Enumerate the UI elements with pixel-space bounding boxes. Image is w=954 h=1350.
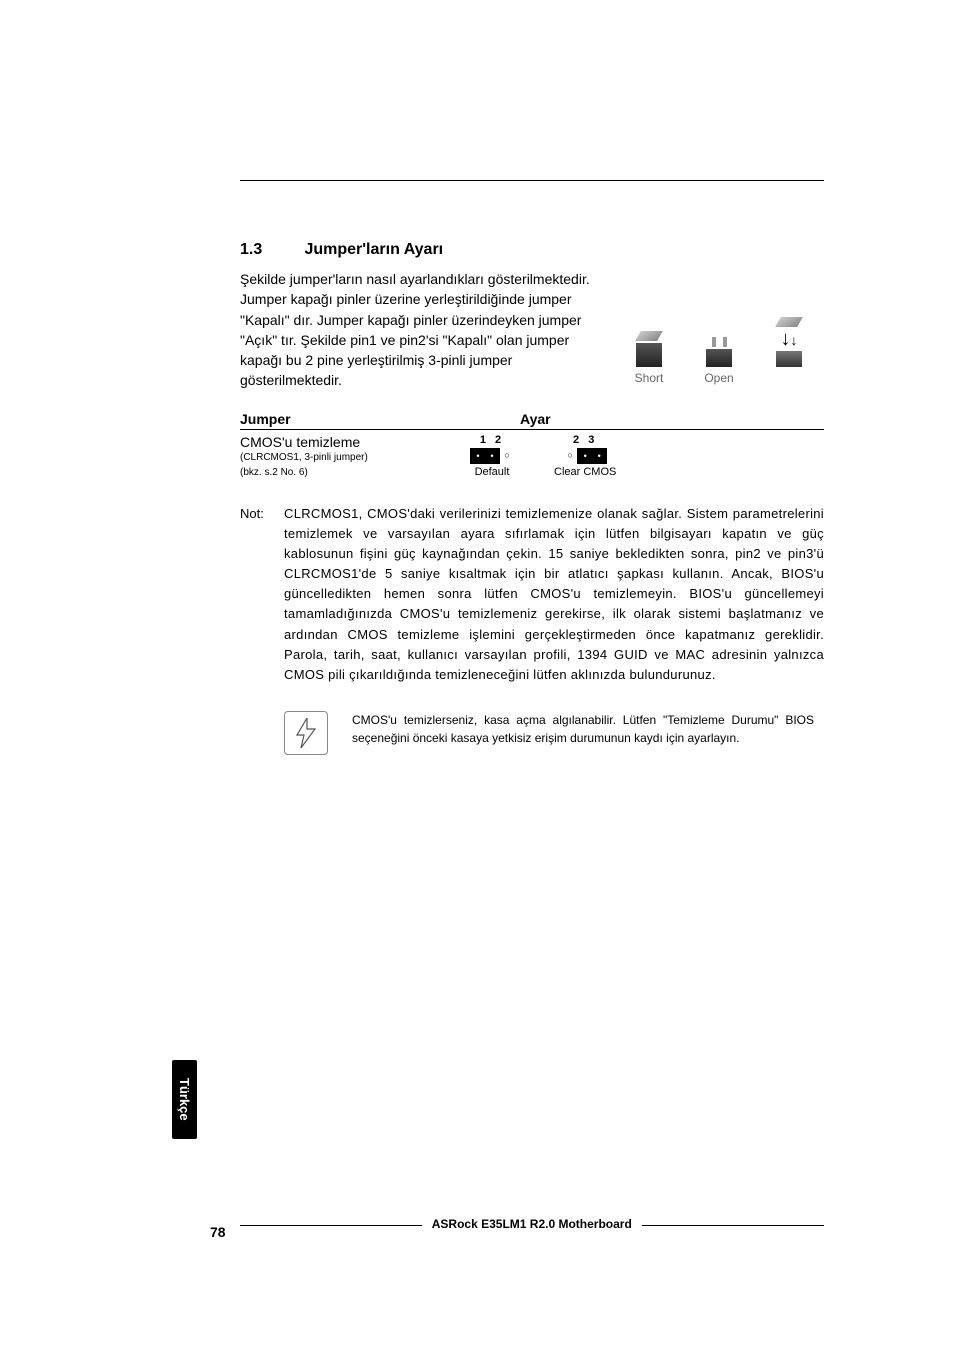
row-sub1: (CLRCMOS1, 3-pinli jumper) — [240, 450, 460, 465]
jumper-figure: Short Open ↓↓ — [614, 269, 824, 389]
jumper-arrow: ↓↓ — [769, 317, 809, 385]
table-header: Jumper Ayar — [240, 411, 824, 430]
pins-default-label: Default — [475, 466, 510, 478]
footer-text: ASRock E35LM1 R2.0 Motherboard — [422, 1217, 642, 1231]
jumper-open-icon — [699, 317, 739, 367]
jumper-short-label: Short — [635, 371, 664, 385]
note-block: Not: CLRCMOS1, CMOS'daki verilerinizi te… — [240, 504, 824, 685]
td-right: 1 2 ••○ Default 2 3 ○•• Clear CMOS — [460, 434, 824, 478]
warning-block: CMOS'u temizlerseniz, kasa açma algılana… — [240, 711, 824, 755]
lightning-icon — [284, 711, 328, 755]
section-heading: 1.3 Jumper'ların Ayarı — [240, 241, 824, 259]
td-left: CMOS'u temizleme (CLRCMOS1, 3-pinli jump… — [240, 434, 460, 480]
top-rule — [240, 180, 824, 181]
row-name: CMOS'u temizleme — [240, 434, 460, 450]
pins-default-row: ••○ — [470, 448, 514, 464]
note-label: Not: — [240, 504, 284, 685]
row-sub2: (bkz. s.2 No. 6) — [240, 465, 460, 480]
pins-default-nums: 1 2 — [480, 434, 504, 446]
page-number: 78 — [210, 1224, 226, 1240]
footer: 78 ASRock E35LM1 R2.0 Motherboard — [210, 1224, 824, 1240]
section-title: Jumper'ların Ayarı — [304, 241, 443, 258]
jumper-short-icon — [629, 317, 669, 367]
table-row: CMOS'u temizleme (CLRCMOS1, 3-pinli jump… — [240, 430, 824, 480]
section-number: 1.3 — [240, 241, 300, 259]
intro-text: Şekilde jumper'ların nasıl ayarlandıklar… — [240, 269, 594, 391]
th-setting: Ayar — [460, 411, 824, 427]
jumper-short: Short — [629, 317, 669, 385]
page-content: 1.3 Jumper'ların Ayarı Şekilde jumper'la… — [0, 0, 954, 755]
th-jumper: Jumper — [240, 411, 460, 427]
jumper-arrow-spacer — [787, 371, 790, 385]
pins-clear-label: Clear CMOS — [554, 466, 616, 478]
jumper-open-label: Open — [704, 371, 733, 385]
language-tab: Türkçe — [172, 1060, 197, 1139]
jumper-open: Open — [699, 317, 739, 385]
note-body: CLRCMOS1, CMOS'daki verilerinizi temizle… — [284, 504, 824, 685]
pins-default: 1 2 ••○ Default — [470, 434, 514, 478]
warning-text: CMOS'u temizlerseniz, kasa açma algılana… — [352, 711, 824, 747]
pins-clear-row: ○•• — [563, 448, 607, 464]
intro-row: Şekilde jumper'ların nasıl ayarlandıklar… — [240, 269, 824, 391]
jumper-arrow-icon: ↓↓ — [769, 317, 809, 367]
pins-clear-nums: 2 3 — [573, 434, 597, 446]
footer-rule: ASRock E35LM1 R2.0 Motherboard — [240, 1225, 824, 1240]
pins-clear: 2 3 ○•• Clear CMOS — [554, 434, 616, 478]
